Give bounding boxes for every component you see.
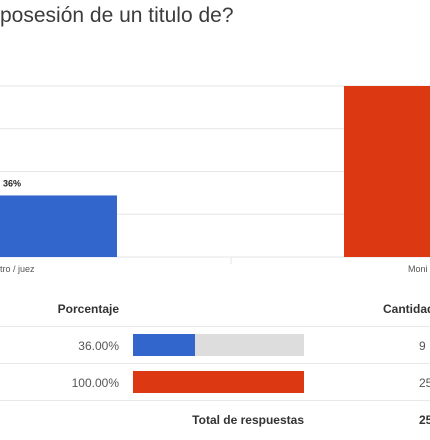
- bar-0: [0, 195, 117, 257]
- bar-chart: tro / juez 36% Moni: [0, 85, 430, 274]
- row-count: 25: [419, 376, 430, 390]
- question-title: posesión de un titulo de?: [0, 4, 234, 27]
- table-row: 100.00% 25: [0, 364, 430, 401]
- results-table: Porcentaje Cantidad 36.00% 9 100.00% 25 …: [0, 292, 430, 437]
- table-total-row: Total de respuestas 25: [0, 401, 430, 437]
- table-row: 36.00% 9: [0, 327, 430, 364]
- row-progress-track: [133, 334, 304, 356]
- bar-1: [344, 86, 430, 257]
- header-percentage: Porcentaje: [57, 302, 119, 316]
- bar-data-label: 36%: [3, 178, 21, 188]
- row-percentage: 36.00%: [78, 339, 119, 353]
- header-count: Cantidad: [383, 302, 430, 316]
- row-progress-fill: [133, 334, 195, 356]
- x-tick-label: tro / juez: [0, 264, 35, 274]
- row-percentage: 100.00%: [71, 376, 119, 390]
- row-progress-fill: [133, 371, 304, 393]
- table-header-row: Porcentaje Cantidad: [0, 292, 430, 327]
- row-progress-track: [133, 371, 304, 393]
- chart-bars: [0, 86, 430, 257]
- row-count: 9: [419, 339, 426, 353]
- total-value: 25: [419, 413, 430, 427]
- chart-labels: tro / juez 36% Moni: [0, 178, 428, 274]
- x-tick-label: Moni: [408, 264, 428, 274]
- total-label: Total de respuestas: [192, 413, 304, 427]
